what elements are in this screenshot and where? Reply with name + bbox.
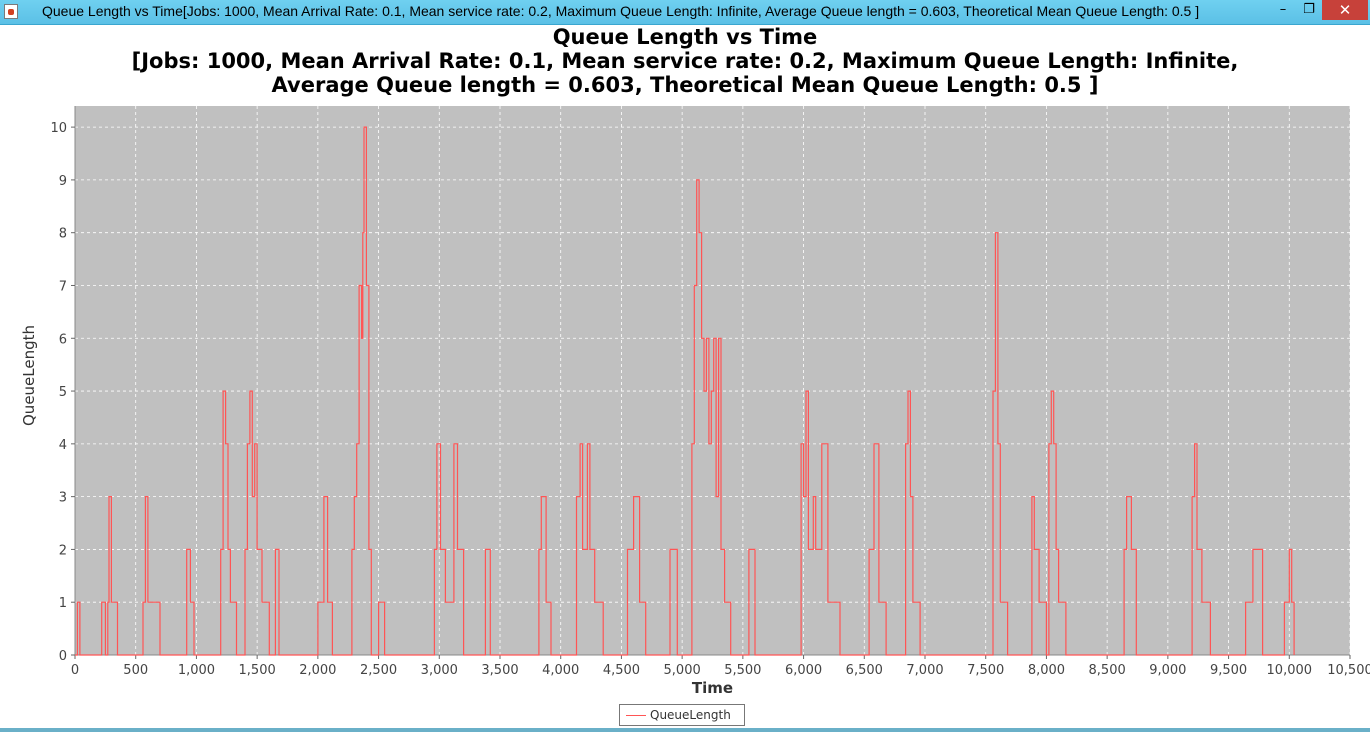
x-tick-label: 500 [123,663,148,678]
x-axis-label: Time [692,679,733,697]
x-tick-label: 1,000 [178,663,215,678]
y-tick-label: 7 [59,279,67,294]
x-tick-label: 8,500 [1089,663,1126,678]
series-line-queuelength [75,126,1295,656]
window-titlebar: Queue Length vs Time[Jobs: 1000, Mean Ar… [0,0,1370,25]
y-tick-label: 0 [59,649,67,664]
y-tick-label: 6 [59,332,67,347]
x-tick-label: 10,500 [1327,663,1370,678]
plot-area [75,106,1350,655]
x-tick-label: 7,500 [967,663,1004,678]
y-axis-ticks: 0 1 2 3 4 5 6 7 8 9 10 [50,121,75,664]
x-tick-label: 5,500 [724,663,761,678]
chart-title-line-1: Queue Length vs Time [552,25,818,49]
x-gridlines [135,106,1351,655]
x-tick-label: 1,500 [239,663,276,678]
y-tick-label: 10 [50,121,67,136]
x-tick-label: 9,000 [1149,663,1186,678]
restore-button[interactable]: ❐ [1303,2,1315,17]
y-tick-label: 1 [59,596,67,611]
x-tick-label: 8,000 [1028,663,1065,678]
java-app-icon[interactable] [4,4,18,19]
y-tick-label: 5 [59,385,67,400]
y-tick-label: 4 [59,438,67,453]
x-tick-label: 6,500 [846,663,883,678]
y-axis-label: QueueLength [20,325,38,426]
chart-title-line-3: Average Queue length = 0.603, Theoretica… [271,73,1099,97]
minimize-button[interactable]: – [1279,2,1287,17]
y-tick-label: 9 [59,174,67,189]
y-tick-label: 8 [59,227,67,242]
x-tick-label: 2,000 [299,663,336,678]
series-layer [75,126,1295,656]
y-tick-label: 3 [59,491,67,506]
x-tick-label: 3,000 [421,663,458,678]
y-tick-label: 2 [59,543,67,558]
window-title: Queue Length vs Time[Jobs: 1000, Mean Ar… [42,3,1200,19]
legend-label-queuelength: QueueLength [650,708,731,722]
x-tick-label: 3,500 [481,663,518,678]
taskbar-strip [0,728,1370,732]
x-tick-label: 9,500 [1210,663,1247,678]
x-tick-label: 0 [71,663,79,678]
chart-legend: QueueLength [619,704,745,726]
close-button[interactable]: ✕ [1322,0,1368,20]
x-tick-label: 2,500 [360,663,397,678]
y-gridlines [75,126,1350,603]
x-tick-label: 4,000 [542,663,579,678]
x-tick-label: 5,000 [664,663,701,678]
legend-swatch-queuelength [626,715,646,716]
x-tick-label: 7,000 [906,663,943,678]
chart-title-line-2: [Jobs: 1000, Mean Arrival Rate: 0.1, Mea… [131,49,1239,73]
x-tick-label: 6,000 [785,663,822,678]
x-tick-label: 10,000 [1267,663,1313,678]
x-tick-label: 4,500 [603,663,640,678]
x-axis-ticks: 0 500 1,000 1,500 2,000 2,500 3,000 3,500 4,000 4… [71,655,1370,678]
